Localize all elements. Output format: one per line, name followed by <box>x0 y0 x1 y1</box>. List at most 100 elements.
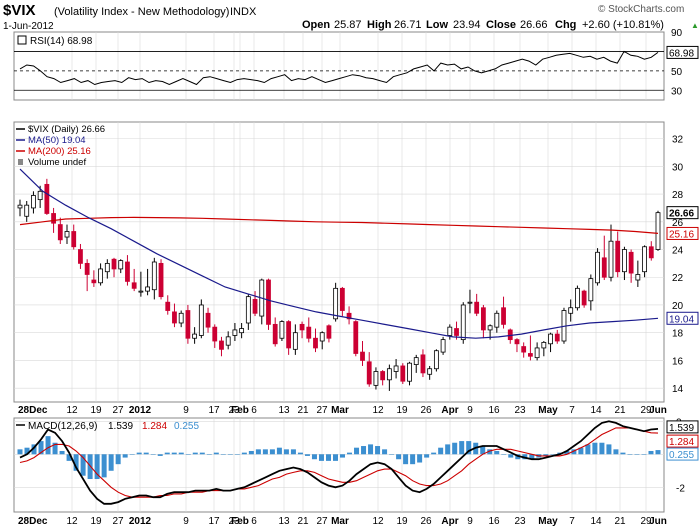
high-label: High <box>367 19 392 31</box>
low-value: 23.94 <box>453 19 481 31</box>
macd-x-label: Apr <box>441 516 458 527</box>
candle-body <box>272 323 278 345</box>
price-x-label: Feb <box>231 405 249 416</box>
macd-histogram-bar <box>59 450 65 455</box>
price-x-label: 21 <box>297 405 309 416</box>
macd-histogram-bar <box>417 454 423 463</box>
macd-x-label: 12 <box>372 516 384 527</box>
price-tick-label: 32 <box>672 135 684 146</box>
macd-panel-frame <box>13 417 665 513</box>
price-x-label: 28Dec <box>18 405 48 416</box>
macd-histogram-bar <box>438 447 444 455</box>
macd-histogram-bar <box>347 452 353 455</box>
rsi-panel-frame <box>13 31 665 101</box>
price-x-label: 6 <box>251 405 257 416</box>
candle-body <box>333 287 339 320</box>
price-tick-label: 24 <box>672 246 684 257</box>
price-legend-entry: MA(50) 19.04 <box>28 135 86 146</box>
watermark: © StockCharts.com <box>598 4 684 15</box>
volume-legend-icon <box>18 159 23 165</box>
macd-histogram-bar <box>45 436 51 455</box>
macd-x-label: 29 <box>640 516 652 527</box>
candle-body <box>192 333 198 339</box>
macd-histogram-bar <box>248 450 254 455</box>
price-x-label: May <box>538 405 558 416</box>
macd-x-label: 17 <box>208 516 220 527</box>
macd-x-label: 14 <box>590 516 602 527</box>
ma50-value-tag-box <box>666 311 699 325</box>
candle-body <box>111 258 117 270</box>
macd-histogram-bar <box>501 454 507 455</box>
macd-x-label: 19 <box>90 516 102 527</box>
candle-body <box>198 304 204 336</box>
macd-x-label: 28Dec <box>18 516 48 527</box>
signal-value-tag-box <box>666 434 699 448</box>
macd-x-label: 6 <box>251 516 257 527</box>
macd-histogram-bar <box>452 442 458 455</box>
macd-histogram-bar <box>375 446 381 455</box>
candle-body <box>98 268 103 284</box>
price-x-label: 13 <box>278 405 290 416</box>
price-x-label: Jun <box>649 405 667 416</box>
macd-histogram-bar <box>73 454 79 471</box>
macd-x-label: 23 <box>514 516 526 527</box>
price-tick-label: 30 <box>672 162 684 173</box>
candle-body <box>78 249 83 264</box>
candle-body <box>548 333 553 345</box>
macd-histogram-bar <box>157 454 163 456</box>
candle-body <box>104 262 110 273</box>
macd-histogram-bar <box>283 449 289 455</box>
price-x-label: Apr <box>441 405 458 416</box>
macd-x-label: May <box>538 516 558 527</box>
candle-body <box>534 347 540 359</box>
macd-histogram-bar <box>38 441 44 455</box>
price-x-label: 27 <box>112 405 124 416</box>
macd-histogram-bar <box>304 454 310 456</box>
candle-body <box>447 326 453 336</box>
candle-body <box>178 312 184 324</box>
macd-histogram-bar <box>276 447 282 455</box>
macd-legend-signal: 1.284 <box>142 421 167 432</box>
macd-histogram-bar <box>150 454 156 455</box>
macd-x-label: 23 <box>228 516 240 527</box>
candle-body <box>420 354 426 374</box>
rsi-legend-icon <box>17 35 27 45</box>
candle-body <box>655 212 661 250</box>
macd-histogram-bar <box>115 454 121 465</box>
macd-histogram-bar <box>94 454 100 480</box>
macd-histogram-bar <box>396 454 402 460</box>
candle-body <box>393 365 399 372</box>
macd-legend-macd: 1.539 <box>108 421 133 432</box>
macd-x-label: 21 <box>614 516 626 527</box>
candle-body <box>581 290 587 306</box>
candle-body <box>628 251 634 274</box>
candle-body <box>454 328 459 336</box>
ohlc-summary: Open 25.87 High 26.71 Low 23.94 Close 26… <box>302 19 699 31</box>
candle-body <box>514 339 520 345</box>
candle-body <box>601 257 607 278</box>
macd-histogram-bar <box>487 449 493 455</box>
ma200-value-tag: 25.16 <box>669 229 694 240</box>
macd-histogram-bar <box>220 454 226 455</box>
candle-body <box>615 240 621 273</box>
macd-histogram-bar <box>361 446 367 455</box>
price-tick-label: 16 <box>672 356 684 367</box>
macd-histogram-bar <box>620 452 626 455</box>
macd-x-label: Mar <box>331 516 349 527</box>
price-legend-entry: MA(200) 25.16 <box>28 146 91 157</box>
price-x-label: 29 <box>640 405 652 416</box>
candle-body <box>151 261 157 291</box>
macd-histogram-bar <box>185 454 191 455</box>
candle-body <box>360 351 365 361</box>
macd-histogram-bar <box>311 454 317 460</box>
candle-body <box>413 357 419 365</box>
price-legend-entry: Volume undef <box>28 157 86 168</box>
candle-body <box>165 301 171 311</box>
candle-body <box>474 301 480 314</box>
macd-histogram-bar <box>480 446 486 455</box>
candle-body <box>44 183 50 214</box>
macd-histogram-bar <box>52 442 58 455</box>
candle-body <box>622 249 627 273</box>
candle-body <box>373 371 379 386</box>
candle-body <box>252 299 258 314</box>
